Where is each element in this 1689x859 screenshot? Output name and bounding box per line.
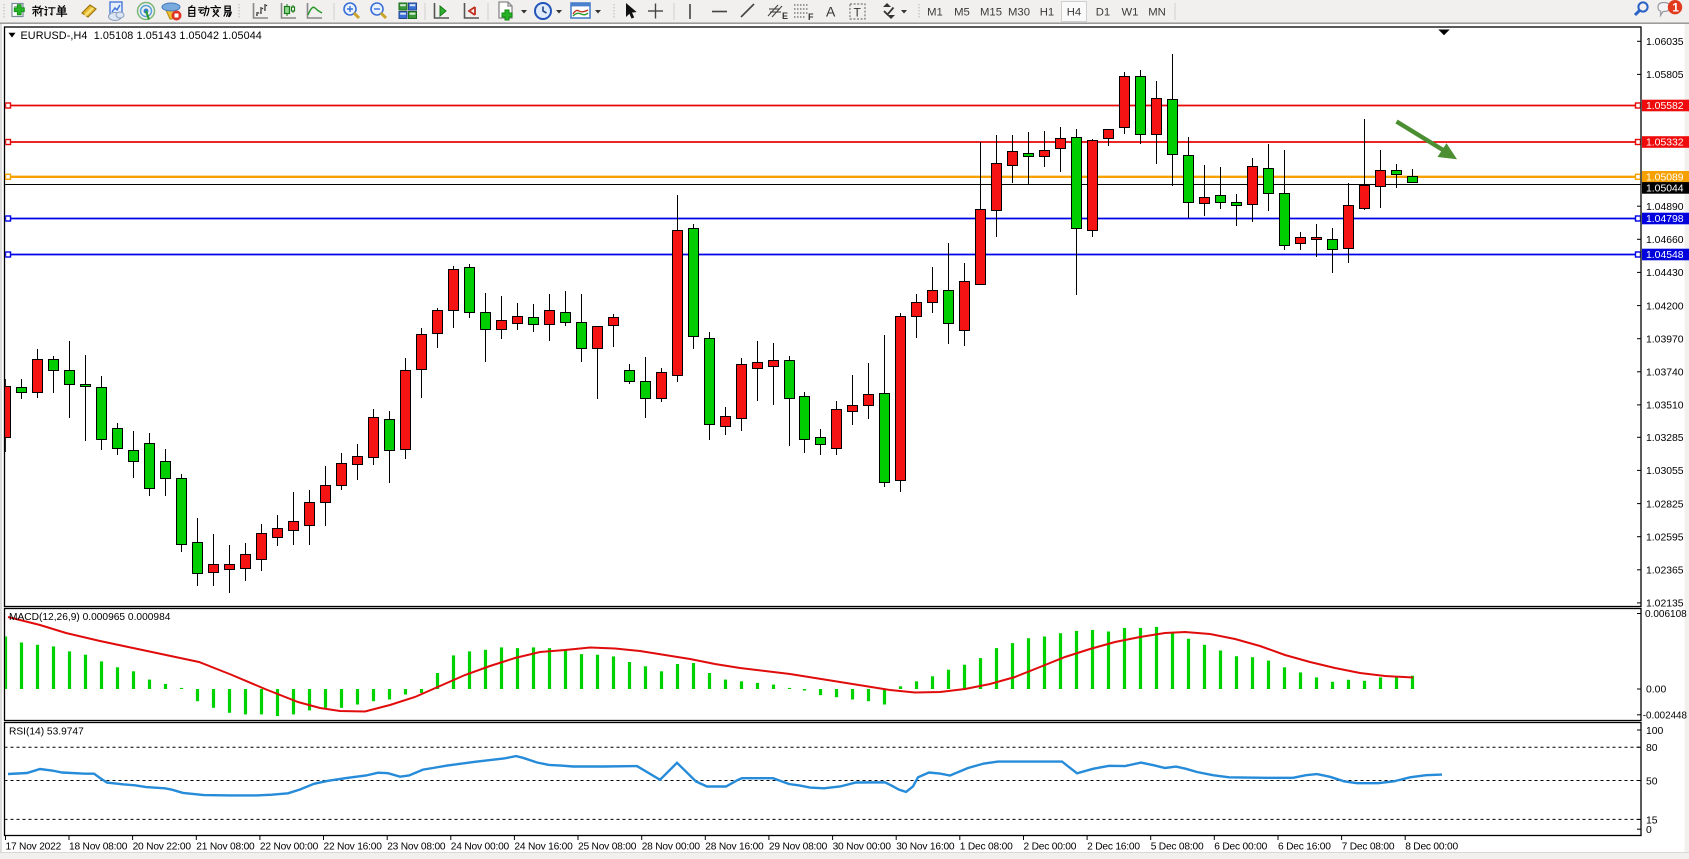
svg-text:8 Dec 00:00: 8 Dec 00:00 bbox=[1405, 842, 1458, 853]
svg-text:MACD(12,26,9) 0.000965 0.00098: MACD(12,26,9) 0.000965 0.000984 bbox=[9, 612, 171, 623]
svg-text:2 Dec 00:00: 2 Dec 00:00 bbox=[1024, 842, 1077, 853]
svg-text:28 Nov 00:00: 28 Nov 00:00 bbox=[642, 842, 701, 853]
svg-text:1.03285: 1.03285 bbox=[1646, 433, 1684, 444]
svg-text:F: F bbox=[808, 12, 814, 22]
svg-text:D1: D1 bbox=[1096, 7, 1110, 19]
svg-text:1.06035: 1.06035 bbox=[1646, 37, 1684, 48]
svg-text:-0.002448: -0.002448 bbox=[1643, 710, 1688, 721]
svg-text:1.03970: 1.03970 bbox=[1646, 334, 1684, 345]
svg-text:23 Nov 08:00: 23 Nov 08:00 bbox=[387, 842, 446, 853]
svg-text:H1: H1 bbox=[1040, 7, 1054, 19]
svg-text:1.02135: 1.02135 bbox=[1646, 599, 1684, 610]
svg-text:1.03740: 1.03740 bbox=[1646, 368, 1684, 379]
svg-text:1.05332: 1.05332 bbox=[1646, 138, 1684, 149]
svg-text:1.04430: 1.04430 bbox=[1646, 268, 1684, 279]
svg-text:30 Nov 00:00: 30 Nov 00:00 bbox=[833, 842, 892, 853]
svg-text:30 Nov 16:00: 30 Nov 16:00 bbox=[896, 842, 955, 853]
svg-text:1.04890: 1.04890 bbox=[1646, 202, 1684, 213]
svg-text:1.05805: 1.05805 bbox=[1646, 70, 1684, 81]
svg-text:28 Nov 16:00: 28 Nov 16:00 bbox=[705, 842, 764, 853]
svg-text:7 Dec 08:00: 7 Dec 08:00 bbox=[1342, 842, 1395, 853]
svg-text:1.05044: 1.05044 bbox=[1646, 184, 1684, 195]
svg-text:6 Dec 16:00: 6 Dec 16:00 bbox=[1278, 842, 1331, 853]
svg-text:1.02595: 1.02595 bbox=[1646, 532, 1684, 543]
svg-text:W1: W1 bbox=[1122, 7, 1139, 19]
svg-text:1.04660: 1.04660 bbox=[1646, 235, 1684, 246]
svg-text:22 Nov 16:00: 22 Nov 16:00 bbox=[324, 842, 383, 853]
svg-text:25 Nov 08:00: 25 Nov 08:00 bbox=[578, 842, 637, 853]
svg-text:EURUSD-,H4 1.05108 1.05143 1.: EURUSD-,H4 1.05108 1.05143 1.05042 1.050… bbox=[21, 30, 262, 42]
svg-text:15: 15 bbox=[1646, 815, 1658, 826]
svg-text:5 Dec 08:00: 5 Dec 08:00 bbox=[1151, 842, 1204, 853]
svg-text:1.04548: 1.04548 bbox=[1646, 250, 1684, 261]
svg-text:T: T bbox=[854, 6, 862, 20]
svg-text:80: 80 bbox=[1646, 743, 1658, 754]
svg-text:E: E bbox=[782, 11, 788, 21]
svg-text:H4: H4 bbox=[1067, 7, 1081, 19]
svg-text:1.04200: 1.04200 bbox=[1646, 301, 1684, 312]
svg-text:1 Dec 08:00: 1 Dec 08:00 bbox=[960, 842, 1013, 853]
svg-text:M15: M15 bbox=[980, 7, 1002, 19]
svg-text:1.05582: 1.05582 bbox=[1646, 101, 1684, 112]
svg-text:24 Nov 00:00: 24 Nov 00:00 bbox=[451, 842, 510, 853]
svg-text:M30: M30 bbox=[1008, 7, 1030, 19]
svg-text:17 Nov 2022: 17 Nov 2022 bbox=[6, 842, 62, 853]
svg-text:1: 1 bbox=[1672, 1, 1679, 15]
svg-text:20 Nov 22:00: 20 Nov 22:00 bbox=[133, 842, 192, 853]
svg-text:21 Nov 08:00: 21 Nov 08:00 bbox=[196, 842, 255, 853]
svg-text:0.00: 0.00 bbox=[1646, 685, 1666, 696]
svg-text:100: 100 bbox=[1646, 726, 1664, 737]
svg-text:2 Dec 16:00: 2 Dec 16:00 bbox=[1087, 842, 1140, 853]
svg-text:M5: M5 bbox=[954, 7, 970, 19]
svg-text:22 Nov 00:00: 22 Nov 00:00 bbox=[260, 842, 319, 853]
svg-text:24 Nov 16:00: 24 Nov 16:00 bbox=[514, 842, 573, 853]
svg-text:1.02365: 1.02365 bbox=[1646, 566, 1684, 577]
svg-text:1.03510: 1.03510 bbox=[1646, 401, 1684, 412]
svg-text:0.006108: 0.006108 bbox=[1645, 609, 1687, 620]
svg-text:29 Nov 08:00: 29 Nov 08:00 bbox=[769, 842, 828, 853]
svg-text:RSI(14) 53.9747: RSI(14) 53.9747 bbox=[9, 727, 84, 738]
svg-text:6 Dec 00:00: 6 Dec 00:00 bbox=[1214, 842, 1267, 853]
svg-text:MN: MN bbox=[1148, 7, 1166, 19]
svg-text:18 Nov 08:00: 18 Nov 08:00 bbox=[69, 842, 128, 853]
svg-text:1.05089: 1.05089 bbox=[1646, 173, 1684, 184]
svg-text:1.04798: 1.04798 bbox=[1646, 214, 1684, 225]
svg-text:1.02825: 1.02825 bbox=[1646, 499, 1684, 510]
svg-text:1.03055: 1.03055 bbox=[1646, 466, 1684, 477]
svg-text:50: 50 bbox=[1646, 777, 1658, 788]
svg-text:A: A bbox=[826, 4, 836, 20]
svg-text:0: 0 bbox=[1646, 825, 1652, 836]
svg-text:M1: M1 bbox=[927, 7, 943, 19]
